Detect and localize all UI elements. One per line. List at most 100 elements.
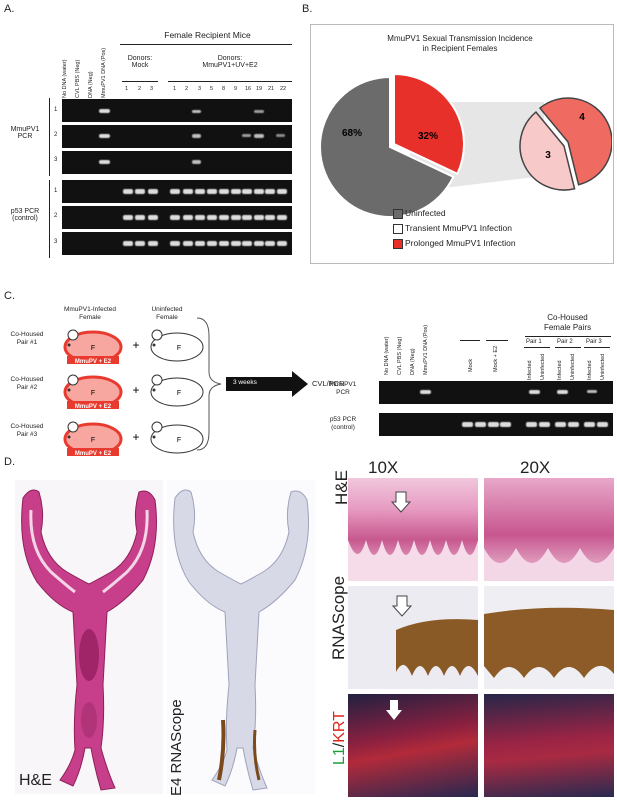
arrow-icon: [390, 491, 412, 513]
mouse-ear-icon: [67, 374, 79, 386]
gel-band: [242, 189, 252, 194]
treated-number: 22: [280, 86, 287, 92]
mouse-ear-icon: [67, 329, 79, 341]
main-pie: [319, 72, 465, 218]
pair-lane-label: Infected: [587, 360, 593, 380]
treated-number: 1: [173, 86, 177, 92]
pair-lane-label: Uninfected: [600, 353, 606, 380]
gel-band: [123, 241, 133, 246]
panel-label-c: C.: [4, 290, 15, 302]
mouse-ear-icon: [151, 374, 163, 386]
gel-band: [207, 189, 217, 194]
slash: /: [331, 742, 348, 748]
rnascope-20x-image: [484, 586, 614, 689]
panel-b-frame: [310, 24, 614, 264]
pie-slice-infected: [393, 72, 465, 176]
krt-label: KRT: [331, 711, 348, 743]
gel-band: [183, 215, 193, 220]
plus-sign: +: [132, 338, 139, 352]
treated-number: 2: [185, 86, 189, 92]
pair-lane-label: Uninfected: [570, 353, 576, 380]
mouse-letter: F: [91, 345, 95, 352]
gel-band: [183, 241, 193, 246]
legend-prolonged: Prolonged MmuPV1 Infection: [405, 238, 516, 248]
gel-band: [135, 241, 145, 246]
donors-mock-label: Donors: Mock: [127, 55, 153, 69]
mock-e2-rule: [486, 340, 508, 341]
gel-band: [148, 241, 158, 246]
pie-chart: 68% 32% 4 3: [319, 72, 612, 218]
gel-band: [555, 422, 566, 427]
treated-number: 5: [210, 86, 214, 92]
legend-swatch-prolonged: [393, 239, 403, 249]
gel-band: [231, 241, 241, 246]
treated-number: 8: [222, 86, 226, 92]
mouse-letter: F: [91, 437, 95, 444]
panel-a-header: Female Recipient Mice: [164, 30, 251, 40]
magnification-10x: 10X: [368, 458, 399, 477]
treated-number: 3: [198, 86, 202, 92]
l1-label: L1: [331, 747, 348, 765]
lane-label: CVL PBS (Neg): [397, 336, 403, 375]
recipient-numbers: 1 2 3 1 2 3 5 8 9 16 19 21 22: [0, 86, 300, 96]
treatment-tag: [67, 448, 119, 456]
mouse-pair-illustration: F MmuPV + E2 + F: [63, 329, 204, 365]
gel-band: [183, 189, 193, 194]
l1-krt-10x-image: [348, 694, 478, 797]
gel-band: [123, 215, 133, 220]
mouse-letter: F: [177, 390, 181, 397]
panel-a-header-rule: [120, 44, 292, 45]
gel-band: [500, 422, 511, 427]
gel-band: [135, 215, 145, 220]
gel-strip: [62, 206, 292, 229]
panel-label-b: B.: [302, 3, 313, 15]
gel-strip: [62, 125, 292, 148]
gel-strip: [62, 180, 292, 203]
treatment-tag: [67, 356, 119, 364]
row-number: 3: [54, 239, 58, 245]
gel-band: [242, 241, 252, 246]
gel-band: [195, 215, 205, 220]
gel-band: [462, 422, 473, 427]
pair-label: Pair 3: [586, 339, 602, 345]
pair-lane-label: Uninfected: [540, 353, 546, 380]
donors-treated-rule: [168, 81, 292, 82]
co-housed-rule: [525, 336, 611, 337]
co-housed-header: Co-Housed Female Pairs: [543, 313, 592, 332]
pie-slice-transient: [519, 111, 576, 191]
gel-band: [539, 422, 550, 427]
gel-band: [170, 189, 180, 194]
gel-band: [277, 189, 287, 194]
gel-band: [277, 241, 287, 246]
donors-mock-rule: [122, 81, 158, 82]
legend-swatch-transient: [393, 224, 403, 234]
gel-band: [584, 422, 595, 427]
pair-label: Pair 2: [557, 339, 573, 345]
mock-lane-label: Mock: [468, 358, 474, 372]
treated-number: 16: [245, 86, 252, 92]
pair-label: Co-Housed Pair #2: [10, 376, 44, 391]
treated-number: 21: [268, 86, 275, 92]
uninfected-female-heading: Uninfected Female: [151, 306, 183, 321]
gel-band: [231, 189, 241, 194]
treatment-tag-label: MmuPV + E2: [75, 359, 112, 365]
mouse-ear-icon: [151, 421, 163, 433]
pair-lane-label: Infected: [527, 360, 533, 380]
gel-band: [265, 241, 275, 246]
he-20x-image: [484, 478, 614, 581]
mock-number: 1: [125, 86, 129, 92]
pair-rule: [584, 347, 610, 348]
infected-female-heading: MmuPV1-Infected Female: [63, 306, 117, 321]
he-10x-image: [348, 478, 478, 581]
mouse-letter: F: [91, 390, 95, 397]
gel-band: [231, 215, 241, 220]
gel-band: [123, 189, 133, 194]
plus-sign: +: [132, 383, 139, 397]
gel-band: [219, 189, 229, 194]
gel-band: [170, 215, 180, 220]
gel-strip: [379, 413, 613, 436]
treatment-tag: [67, 401, 119, 409]
gel-band: [597, 422, 608, 427]
gel-band: [568, 422, 579, 427]
gel-band: [148, 189, 158, 194]
